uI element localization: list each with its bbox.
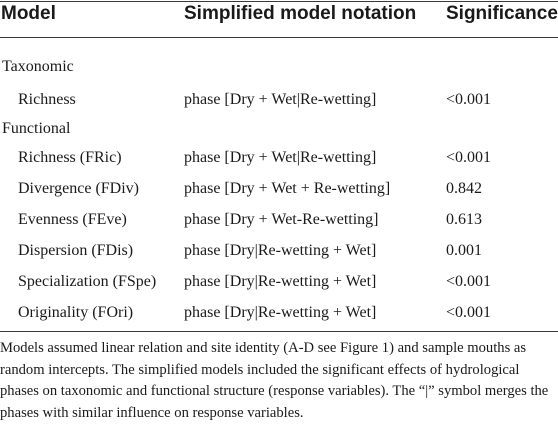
row-model: Richness (FRic) — [18, 149, 122, 166]
bottom-rule — [0, 331, 558, 332]
row-notation: phase [Dry + Wet|Re-wetting] — [184, 91, 377, 108]
row-notation: phase [Dry + Wet-Re-wetting] — [184, 211, 379, 228]
row-notation: phase [Dry|Re-wetting + Wet] — [184, 242, 377, 259]
top-rule — [0, 1, 558, 2]
header-notation: Simplified model notation — [184, 3, 417, 24]
header-rule — [0, 37, 558, 38]
table-footnote: Models assumed linear relation and site … — [0, 340, 549, 421]
row-significance: <0.001 — [446, 304, 492, 321]
header-significance: Significance — [446, 3, 558, 24]
row-model: Originality (FOri) — [18, 304, 134, 321]
row-significance: <0.001 — [446, 91, 492, 108]
row-notation: phase [Dry|Re-wetting + Wet] — [184, 304, 377, 321]
row-significance: 0.613 — [446, 211, 482, 228]
group-label-taxonomic: Taxonomic — [2, 58, 74, 75]
row-model: Dispersion (FDis) — [18, 242, 134, 259]
row-notation: phase [Dry + Wet + Re-wetting] — [184, 180, 391, 197]
row-significance: 0.842 — [446, 180, 482, 197]
row-model: Specialization (FSpe) — [18, 273, 157, 290]
row-notation: phase [Dry + Wet|Re-wetting] — [184, 149, 377, 166]
row-significance: 0.001 — [446, 242, 482, 259]
row-significance: <0.001 — [446, 149, 492, 166]
row-model: Evenness (FEve) — [18, 211, 127, 228]
row-model: Divergence (FDiv) — [18, 180, 139, 197]
header-model: Model — [1, 3, 56, 24]
group-label-functional: Functional — [2, 120, 71, 137]
row-notation: phase [Dry|Re-wetting + Wet] — [184, 273, 377, 290]
row-model: Richness — [18, 91, 76, 108]
row-significance: <0.001 — [446, 273, 492, 290]
